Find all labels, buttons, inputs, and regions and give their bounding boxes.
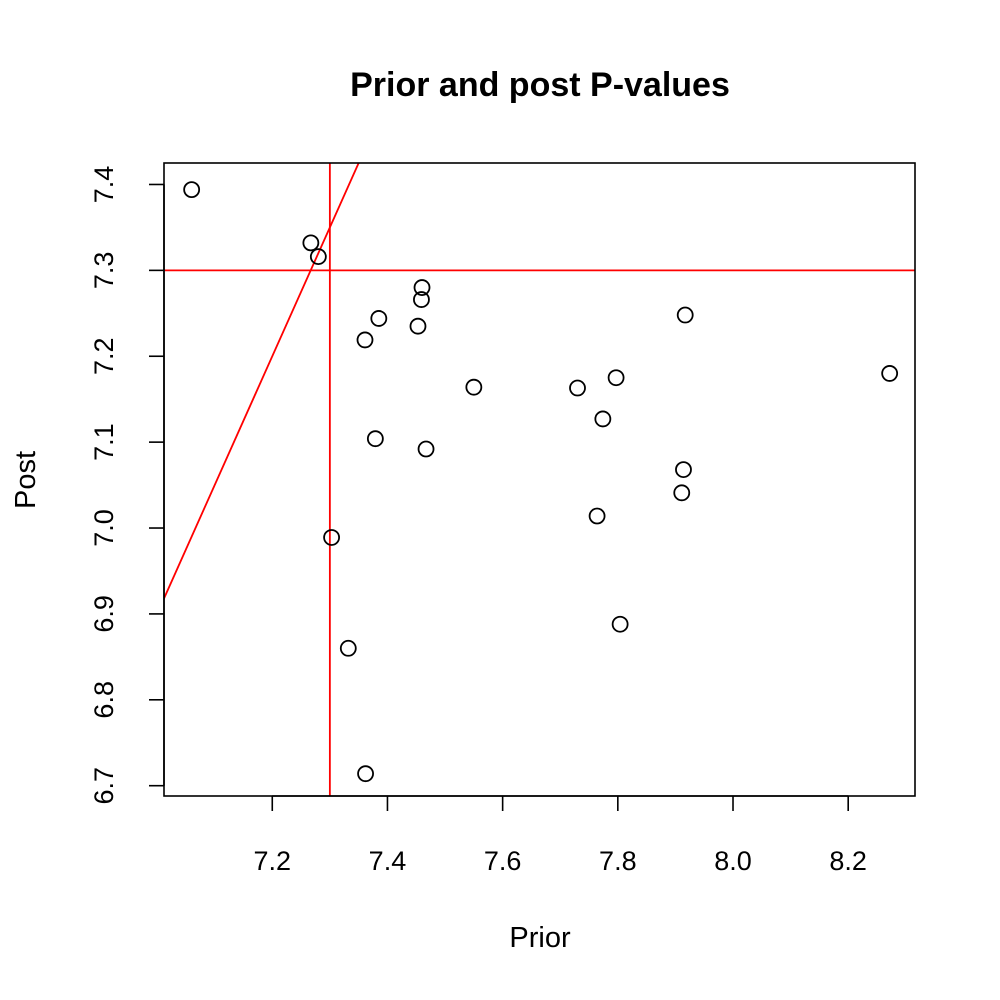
data-point xyxy=(323,529,340,546)
data-point xyxy=(357,765,374,783)
y-tick-label: 7.4 xyxy=(89,166,119,204)
data-point xyxy=(675,461,692,479)
y-tick-label: 6.9 xyxy=(89,595,119,633)
data-point xyxy=(676,306,694,324)
x-tick-label: 8.0 xyxy=(714,846,752,876)
data-point xyxy=(881,365,899,382)
data-point xyxy=(588,507,606,525)
data-point xyxy=(607,369,625,387)
data-point xyxy=(413,279,431,296)
diagonal-reference-line xyxy=(164,163,360,599)
data-point xyxy=(302,234,320,252)
x-axis-label: Prior xyxy=(509,922,571,954)
x-tick-label: 8.2 xyxy=(829,846,867,876)
data-points xyxy=(183,181,899,783)
x-tick-label: 7.2 xyxy=(253,846,291,876)
data-point xyxy=(569,379,586,397)
data-point xyxy=(183,181,201,199)
data-point xyxy=(370,310,388,327)
x-tick-label: 7.4 xyxy=(369,846,407,876)
x-axis: 7.2 7.4 7.6 7.8 8.0 8.2 xyxy=(253,795,867,876)
data-point xyxy=(413,291,430,308)
reference-lines xyxy=(164,163,915,796)
y-axis-label: Post xyxy=(10,451,42,509)
chart-title: Prior and post P-values xyxy=(350,66,730,104)
y-tick-label: 7.2 xyxy=(89,337,119,375)
data-point xyxy=(673,484,691,502)
y-tick-label: 7.0 xyxy=(89,509,119,547)
y-tick-label: 6.7 xyxy=(89,767,119,805)
data-point xyxy=(465,378,483,396)
y-tick-label: 7.1 xyxy=(89,423,119,461)
y-tick-label: 7.3 xyxy=(89,252,119,290)
data-point xyxy=(339,639,357,657)
x-tick-label: 7.6 xyxy=(484,846,522,876)
y-axis: 6.7 6.8 6.9 7.0 7.1 7.2 7.3 7.4 xyxy=(89,166,165,805)
data-point xyxy=(409,317,427,335)
data-point xyxy=(356,331,374,349)
data-point xyxy=(611,615,629,633)
x-tick-label: 7.8 xyxy=(599,846,637,876)
data-point xyxy=(594,410,612,428)
data-point xyxy=(366,430,384,448)
data-point xyxy=(417,440,435,458)
y-tick-label: 6.8 xyxy=(89,681,119,719)
data-point xyxy=(309,248,327,266)
